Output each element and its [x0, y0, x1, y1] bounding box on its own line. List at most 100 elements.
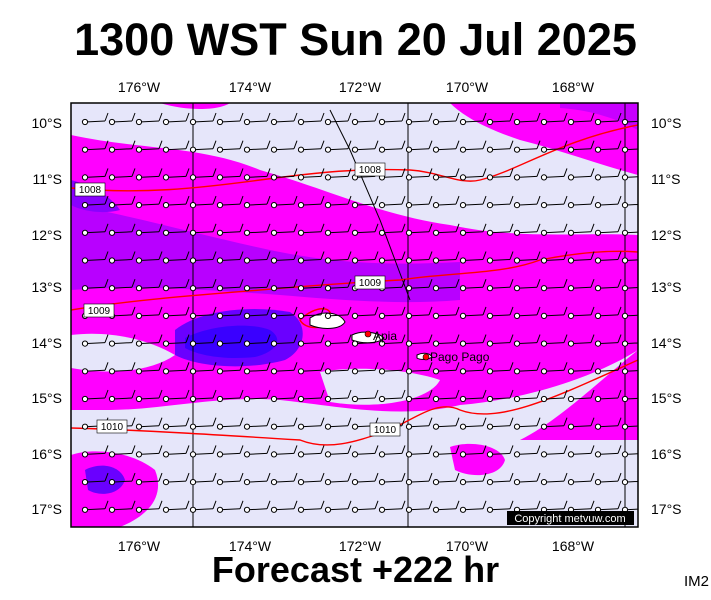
- place-markers: Apia Pago Pago: [364, 329, 490, 364]
- isobar-label: 1010: [374, 425, 397, 436]
- wind-barb: [189, 251, 217, 264]
- wind-barb: [243, 168, 271, 181]
- wind-barb: [486, 472, 514, 486]
- wind-barb: [243, 389, 271, 403]
- wind-barb: [189, 168, 217, 181]
- wind-barb: [432, 168, 460, 181]
- wind-barb: [621, 202, 638, 209]
- lat-label: 13°S: [651, 279, 682, 295]
- wind-barb: [297, 251, 325, 264]
- wind-barb: [270, 362, 298, 375]
- lon-label: 170°W: [446, 538, 489, 554]
- wind-barb: [405, 417, 433, 430]
- wind-barb: [324, 140, 352, 153]
- wind-barb: [621, 451, 638, 458]
- wind-barb: [81, 251, 109, 264]
- wind-barb: [162, 472, 190, 486]
- wind-barb: [216, 168, 244, 181]
- wind-barb: [459, 195, 487, 209]
- wind-barb: [297, 195, 325, 209]
- wind-barb: [270, 472, 298, 486]
- precip-band-southeast: [520, 350, 638, 440]
- wind-barb: [189, 306, 217, 319]
- wind-barb: [540, 251, 568, 264]
- wind-barb: [513, 251, 541, 264]
- wind-barb: [432, 223, 460, 236]
- wind-barb: [486, 389, 514, 403]
- wind-barb: [270, 417, 298, 430]
- wind-barb: [567, 251, 595, 264]
- wind-barb: [486, 362, 514, 375]
- wind-barb: [162, 112, 190, 126]
- wind-barb: [405, 251, 433, 264]
- wind-barb: [108, 168, 136, 181]
- wind-barb: [297, 306, 325, 319]
- isobar-label: 1008: [359, 165, 382, 176]
- wind-barb: [594, 334, 622, 347]
- wind-barb: [378, 445, 406, 458]
- wind-barb: [216, 472, 244, 486]
- wind-barb: [135, 417, 163, 430]
- wind-barb: [540, 140, 568, 153]
- wind-barb: [324, 195, 352, 209]
- wind-barb: [81, 472, 109, 486]
- wind-barb: [351, 306, 379, 319]
- wind-barb: [621, 423, 638, 430]
- wind-barb: [81, 334, 109, 347]
- wind-barb: [243, 445, 271, 458]
- wind-barb: [567, 306, 595, 319]
- wind-barb: [324, 251, 352, 264]
- wind-barb: [513, 445, 541, 458]
- wind-barb: [351, 251, 379, 264]
- wind-barb: [243, 334, 271, 347]
- wind-barb: [216, 334, 244, 347]
- wind-barb: [81, 389, 109, 403]
- wind-barb: [135, 223, 163, 236]
- wind-barb: [405, 472, 433, 486]
- wind-barb: [108, 251, 136, 264]
- wind-barb: [270, 168, 298, 181]
- wind-barb: [108, 389, 136, 403]
- lat-label: 13°S: [31, 279, 62, 295]
- map-code: IM2: [683, 573, 709, 590]
- lat-label: 12°S: [651, 227, 682, 243]
- wind-barb: [324, 389, 352, 403]
- wind-barb: [189, 362, 217, 375]
- lat-label: 10°S: [651, 115, 682, 131]
- wind-barb: [351, 389, 379, 403]
- pago-pago-marker: [422, 353, 430, 361]
- wind-barb: [513, 334, 541, 347]
- lat-label: 11°S: [651, 171, 680, 187]
- wind-barb: [351, 195, 379, 209]
- wind-barb: [351, 223, 379, 236]
- wind-barb: [216, 500, 244, 513]
- wind-barb: [108, 279, 136, 292]
- wind-barbs: [81, 112, 638, 513]
- wind-barb: [459, 472, 487, 486]
- wind-barb: [459, 168, 487, 181]
- wind-barb: [405, 168, 433, 181]
- wind-barb: [405, 334, 433, 347]
- wind-barb: [594, 195, 622, 209]
- isobar-label: 1009: [88, 306, 111, 317]
- wind-barb: [243, 306, 271, 319]
- wind-barb: [135, 306, 163, 319]
- wind-barb: [108, 140, 136, 153]
- wind-barb: [243, 251, 271, 264]
- lat-label: 14°S: [651, 335, 682, 351]
- wind-barb: [378, 306, 406, 319]
- wind-barb: [432, 251, 460, 264]
- wind-barb: [432, 472, 460, 486]
- wind-barb: [108, 195, 136, 209]
- wind-barb: [189, 389, 217, 403]
- wind-barb: [621, 174, 638, 181]
- wind-barb: [540, 389, 568, 403]
- precip-core-heavy: [185, 325, 278, 358]
- wind-barb: [378, 500, 406, 513]
- wind-barb: [270, 140, 298, 153]
- wind-barb: [513, 389, 541, 403]
- precip-patch-north: [160, 103, 230, 110]
- copyright-text: Copyright metvuw.com: [514, 513, 625, 525]
- wind-barb: [81, 362, 109, 375]
- wind-barb: [108, 112, 136, 126]
